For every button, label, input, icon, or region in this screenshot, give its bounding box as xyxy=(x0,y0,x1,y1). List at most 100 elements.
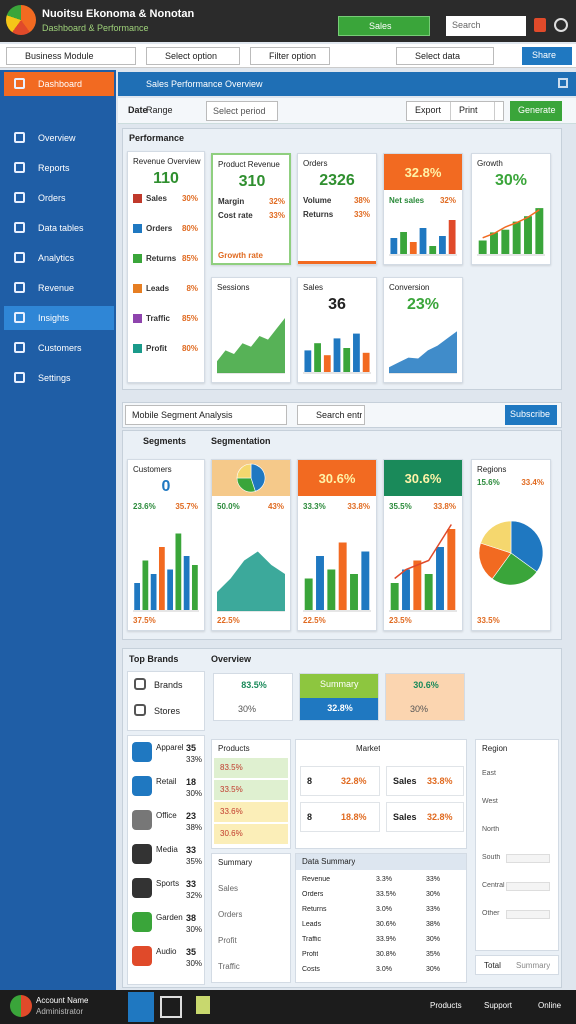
chip-value: 30.6% xyxy=(413,680,439,690)
table-cell: 38% xyxy=(426,921,441,928)
chip-label: Summary xyxy=(320,679,359,689)
sidebar-item[interactable]: Revenue xyxy=(4,276,114,300)
bar xyxy=(413,560,422,610)
sidebar-item[interactable]: Analytics xyxy=(4,246,114,270)
toolbar-select[interactable]: Select data xyxy=(396,47,494,65)
brand-value: 18 xyxy=(186,777,197,787)
bar xyxy=(400,232,407,254)
product-value: 30.6% xyxy=(220,829,243,838)
row-value: 33.8% xyxy=(347,502,370,511)
period-select-label: Select period xyxy=(213,106,266,116)
mini-chart xyxy=(478,520,544,586)
taskbar-app[interactable] xyxy=(128,992,154,1022)
taskbar-link[interactable]: Support xyxy=(484,1001,513,1010)
sidebar-item[interactable]: Orders xyxy=(4,186,114,210)
bar xyxy=(343,348,351,372)
brand-item: Stores xyxy=(154,706,181,716)
bar xyxy=(333,338,341,372)
panel-title: Performance xyxy=(129,133,185,143)
row-icon xyxy=(133,194,142,203)
brand-icon xyxy=(132,810,152,830)
tab-button[interactable]: Sales xyxy=(338,16,430,36)
row-value: 32% xyxy=(268,197,285,206)
user-name: Account Name xyxy=(36,996,89,1005)
toolbar-select[interactable]: Filter option xyxy=(250,47,330,65)
sidebar-item[interactable]: Dashboard xyxy=(4,72,114,96)
brand-value: 35 xyxy=(186,947,197,957)
panel-subtitle: Segments xyxy=(143,436,187,446)
card: 32.8% Net sales 32% xyxy=(383,153,463,265)
segment-select[interactable]: Mobile Segment Analysis xyxy=(125,405,287,425)
sidebar-item[interactable]: Insights xyxy=(4,306,114,330)
sidebar-item[interactable]: Settings xyxy=(4,366,114,390)
row-label: Cost rate xyxy=(218,211,253,220)
table-cell: 33.5% xyxy=(376,891,396,898)
row-label: Returns xyxy=(303,210,334,219)
subscribe-button[interactable]: Subscribe xyxy=(505,405,557,425)
row-label: Profit xyxy=(146,344,167,353)
taskbar-link[interactable]: Products xyxy=(430,1001,462,1010)
brand-sub: 30% xyxy=(186,789,203,798)
sidebar-label: Orders xyxy=(38,193,66,203)
bar xyxy=(501,229,510,254)
card-footer: 22.5% xyxy=(303,616,326,625)
close-button[interactable] xyxy=(534,18,546,32)
button[interactable]: Export xyxy=(407,102,451,120)
market-label: 8 xyxy=(307,776,313,786)
table-cell: 30.6% xyxy=(376,921,396,928)
mini-chart xyxy=(389,331,457,374)
banner-close[interactable] xyxy=(558,78,568,88)
item-icon xyxy=(134,678,146,690)
bar xyxy=(512,221,521,254)
row-label: 23.6% xyxy=(133,502,156,511)
row-value: 33% xyxy=(268,211,285,220)
banner: Sales Performance Overview xyxy=(118,72,576,96)
table-cell: Revenue xyxy=(302,876,331,883)
card-header: 30.6% xyxy=(298,460,376,496)
sidebar-icon xyxy=(14,342,25,353)
brand-list: Apparel 35 33% Retail 18 30% Office 23 38% Media 3… xyxy=(127,735,205,985)
chip-sub: 30% xyxy=(238,704,257,714)
card-header-value: 32.8% xyxy=(404,165,442,180)
button-group: Export Print xyxy=(406,101,504,121)
sidebar-label: Insights xyxy=(38,313,70,323)
products-box: Products 83.5% 33.5% 33.6% 30.6% xyxy=(211,739,291,849)
search-placeholder: Search xyxy=(452,20,481,30)
toolbar-select[interactable]: Select option xyxy=(146,47,240,65)
taskbar-app[interactable] xyxy=(160,996,182,1018)
brand-sub: 30% xyxy=(186,959,203,968)
brand-label: Sports xyxy=(156,879,180,888)
bar xyxy=(478,240,487,254)
sales-value: 33.8% xyxy=(427,776,453,786)
overview-panel: Brands Stores Top Brands Overview Apparel 35 3… xyxy=(122,648,562,988)
share-button[interactable]: Share xyxy=(522,47,572,65)
search-box[interactable]: Search xyxy=(446,16,526,36)
button[interactable]: Print xyxy=(451,102,495,120)
period-select[interactable]: Select period xyxy=(206,101,278,121)
card: Revenue Overview 110 Sales 30% Orders 80% Retu… xyxy=(127,151,205,383)
sidebar-item[interactable]: Overview xyxy=(4,126,114,150)
market-value: 18.8% xyxy=(341,812,367,822)
sidebar-item[interactable]: Customers xyxy=(4,336,114,360)
sidebar-item[interactable]: Reports xyxy=(4,156,114,180)
table-header xyxy=(296,854,466,870)
summary-row: Sales xyxy=(218,884,239,893)
generate-button[interactable]: Generate xyxy=(510,101,562,121)
region-row: Central xyxy=(482,882,505,889)
table-cell: Profit xyxy=(302,951,319,958)
box-title: Region xyxy=(482,744,508,753)
toolbar-select[interactable]: Business Module xyxy=(6,47,136,65)
item-icon xyxy=(134,704,146,716)
bar xyxy=(175,533,182,610)
taskbar-app[interactable] xyxy=(196,996,210,1014)
sidebar-item[interactable]: Data tables xyxy=(4,216,114,240)
taskbar-link[interactable]: Online xyxy=(538,1001,562,1010)
segment-search[interactable]: Search entries xyxy=(297,405,365,425)
brand-value: 33 xyxy=(186,845,197,855)
segment-bar: Mobile Segment Analysis Search entries Sub… xyxy=(122,402,562,428)
bar xyxy=(323,355,331,372)
summary-row: Profit xyxy=(218,936,237,945)
brand-value: 33 xyxy=(186,879,197,889)
settings-button[interactable] xyxy=(554,18,568,32)
